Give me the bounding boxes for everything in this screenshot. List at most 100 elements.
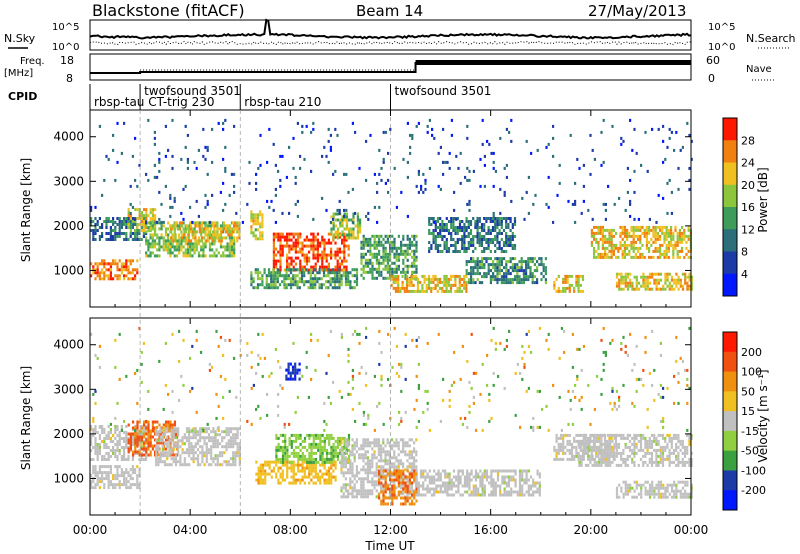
heatmap-cell (268, 205, 271, 209)
heatmap-cell (529, 272, 532, 276)
heatmap-cell (666, 211, 669, 215)
heatmap-cell (402, 492, 405, 496)
heatmap-cell (173, 230, 176, 234)
heatmap-cell (332, 448, 335, 452)
heatmap-cell (281, 274, 284, 278)
heatmap-cell (388, 462, 391, 466)
heatmap-cell (138, 438, 141, 442)
heatmap-cell (456, 232, 459, 235)
heatmap-cell (277, 442, 280, 446)
heatmap-cell (321, 268, 324, 272)
heatmap-cell (281, 235, 284, 239)
heatmap-cell (382, 475, 385, 479)
heatmap-cell (145, 220, 148, 224)
heatmap-cell (210, 463, 213, 467)
heatmap-cell (288, 466, 291, 470)
heatmap-cell (116, 274, 119, 278)
heatmap-cell (157, 445, 160, 449)
heatmap-cell (397, 258, 400, 262)
heatmap-cell (279, 268, 282, 272)
heatmap-cell (488, 142, 491, 146)
heatmap-cell (196, 239, 199, 243)
heatmap-cell (145, 458, 148, 461)
heatmap-cell (201, 448, 204, 452)
heatmap-cell (387, 151, 390, 155)
heatmap-cell (665, 234, 668, 238)
heatmap-cell (118, 223, 121, 226)
heatmap-cell (323, 253, 326, 257)
heatmap-cell (472, 257, 475, 261)
heatmap-cell (461, 244, 464, 247)
heatmap-cell (564, 289, 567, 293)
heatmap-cell (181, 224, 184, 228)
heatmap-cell (297, 469, 300, 473)
heatmap-cell (279, 178, 282, 182)
heatmap-cell (305, 235, 308, 239)
heatmap-cell (470, 275, 473, 279)
heatmap-cell (606, 228, 609, 232)
heatmap-cell (188, 445, 191, 449)
heatmap-cell (441, 223, 444, 226)
heatmap-cell (442, 127, 445, 131)
heatmap-cell (160, 426, 163, 430)
heatmap-cell (275, 232, 278, 236)
heatmap-cell (349, 283, 352, 287)
heatmap-cell (670, 231, 673, 235)
heatmap-cell (234, 463, 237, 467)
heatmap-cell (371, 492, 374, 496)
heatmap-cell (377, 465, 380, 469)
heatmap-cell (155, 460, 158, 464)
heatmap-cell (182, 245, 185, 249)
heatmap-cell (109, 235, 112, 238)
heatmap-cell (513, 223, 517, 226)
heatmap-cell (483, 238, 486, 241)
heatmap-cell (450, 223, 453, 226)
heatmap-cell (476, 220, 479, 223)
heatmap-cell (505, 127, 508, 131)
heatmap-cell (336, 454, 340, 458)
heatmap-cell (406, 175, 409, 179)
heatmap-cell (349, 271, 352, 275)
heatmap-cell (219, 190, 222, 194)
heatmap-cell (198, 239, 201, 243)
heatmap-cell (483, 223, 486, 226)
heatmap-cell (498, 260, 501, 264)
heatmap-cell (518, 281, 521, 285)
heatmap-cell (404, 264, 407, 268)
velocity-heatmap (90, 326, 693, 506)
heatmap-cell (491, 229, 495, 232)
heatmap-cell (408, 450, 411, 454)
heatmap-cell (174, 442, 178, 446)
heatmap-cell (105, 443, 108, 446)
heatmap-cell (300, 277, 304, 281)
heatmap-cell (158, 423, 161, 427)
heatmap-cell (238, 427, 241, 431)
heatmap-cell (103, 431, 106, 434)
heatmap-cell (371, 465, 374, 469)
heatmap-cell (281, 445, 285, 449)
heatmap-cell (458, 226, 462, 229)
heatmap-cell (254, 237, 257, 241)
heatmap-cell (394, 280, 398, 284)
heatmap-cell (525, 275, 528, 279)
heatmap-cell (96, 446, 99, 449)
heatmap-cell (174, 463, 178, 467)
heatmap-cell (160, 202, 163, 206)
heatmap-cell (529, 257, 532, 261)
heatmap-cell (503, 275, 506, 279)
heatmap-cell (634, 228, 637, 232)
heatmap-cell (272, 280, 275, 284)
heatmap-cell (205, 233, 208, 237)
heatmap-cell (219, 227, 223, 231)
heatmap-cell (634, 246, 637, 250)
heatmap-cell (194, 451, 197, 455)
heatmap-cell (378, 472, 381, 476)
heatmap-cell (380, 450, 383, 454)
heatmap-cell (330, 256, 333, 260)
heatmap-cell (395, 267, 398, 271)
heatmap-cell (178, 242, 181, 246)
heatmap-cell (257, 481, 260, 485)
heatmap-cell (355, 268, 359, 272)
heatmap-cell (397, 459, 400, 463)
heatmap-cell (643, 234, 646, 238)
